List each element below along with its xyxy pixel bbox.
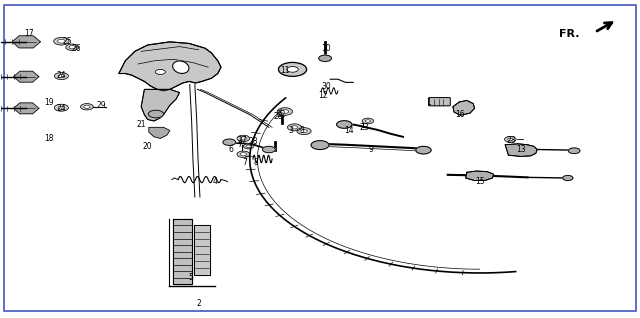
- Text: 16: 16: [456, 110, 465, 119]
- Circle shape: [262, 146, 275, 153]
- Polygon shape: [505, 144, 537, 156]
- Circle shape: [54, 38, 69, 45]
- Text: 28: 28: [274, 112, 284, 121]
- Circle shape: [281, 110, 289, 114]
- Polygon shape: [141, 89, 179, 121]
- Text: 5: 5: [189, 273, 193, 282]
- Circle shape: [301, 129, 307, 133]
- Text: 19: 19: [44, 98, 53, 107]
- Circle shape: [58, 106, 65, 109]
- Circle shape: [246, 145, 251, 148]
- Circle shape: [278, 62, 307, 76]
- Text: 29: 29: [97, 101, 106, 110]
- Text: 25: 25: [63, 37, 72, 46]
- Polygon shape: [466, 171, 493, 181]
- Ellipse shape: [173, 61, 189, 73]
- Circle shape: [69, 46, 76, 49]
- Circle shape: [508, 138, 513, 141]
- Text: 30: 30: [321, 82, 332, 91]
- Text: 24: 24: [56, 71, 66, 80]
- Text: 11: 11: [280, 66, 290, 75]
- Text: 3: 3: [289, 126, 294, 135]
- Circle shape: [58, 39, 65, 43]
- Circle shape: [54, 104, 68, 111]
- Circle shape: [223, 139, 236, 145]
- Circle shape: [240, 137, 246, 140]
- Text: 15: 15: [475, 177, 484, 186]
- Text: 26: 26: [71, 44, 81, 53]
- Text: 14: 14: [344, 126, 353, 135]
- Circle shape: [66, 44, 79, 50]
- Text: 10: 10: [321, 44, 331, 53]
- Circle shape: [81, 104, 93, 110]
- Polygon shape: [173, 219, 192, 284]
- Polygon shape: [12, 36, 40, 48]
- Circle shape: [277, 108, 292, 115]
- Circle shape: [84, 105, 90, 108]
- Circle shape: [240, 153, 246, 156]
- Text: 24: 24: [56, 104, 66, 113]
- Text: 7: 7: [237, 140, 243, 149]
- Text: 2: 2: [196, 299, 201, 308]
- Circle shape: [568, 148, 580, 154]
- Text: 1: 1: [426, 98, 431, 107]
- Polygon shape: [13, 103, 39, 114]
- Circle shape: [311, 141, 329, 149]
- Circle shape: [287, 124, 301, 131]
- Circle shape: [504, 136, 516, 142]
- Circle shape: [148, 110, 164, 118]
- Circle shape: [319, 55, 332, 61]
- Text: FR.: FR.: [559, 29, 580, 39]
- Circle shape: [416, 146, 431, 154]
- Text: 17: 17: [24, 30, 35, 38]
- Text: 4: 4: [212, 177, 217, 186]
- Circle shape: [287, 66, 298, 72]
- Text: 28: 28: [248, 137, 258, 146]
- FancyBboxPatch shape: [429, 98, 451, 106]
- Text: 23: 23: [507, 135, 516, 144]
- Circle shape: [237, 151, 250, 157]
- Circle shape: [365, 120, 371, 122]
- Polygon shape: [453, 100, 474, 115]
- Text: 27: 27: [237, 135, 247, 144]
- Circle shape: [243, 144, 253, 149]
- Polygon shape: [119, 42, 221, 91]
- Circle shape: [337, 121, 352, 128]
- Text: 3: 3: [300, 126, 305, 135]
- Polygon shape: [194, 225, 210, 274]
- Circle shape: [563, 176, 573, 181]
- Text: 12: 12: [319, 91, 328, 100]
- Circle shape: [58, 74, 65, 78]
- Circle shape: [362, 118, 374, 124]
- Circle shape: [54, 73, 68, 80]
- Text: 21: 21: [136, 120, 146, 129]
- Circle shape: [297, 128, 311, 135]
- Text: 13: 13: [516, 145, 526, 154]
- Text: 22: 22: [277, 110, 287, 119]
- Text: 18: 18: [44, 134, 53, 143]
- Text: 7: 7: [242, 158, 247, 167]
- Text: 8: 8: [254, 158, 259, 167]
- Text: 20: 20: [143, 142, 152, 151]
- Polygon shape: [149, 127, 170, 138]
- Circle shape: [156, 69, 166, 74]
- Circle shape: [291, 126, 298, 129]
- Circle shape: [237, 135, 250, 142]
- Text: 9: 9: [369, 145, 374, 154]
- Text: 23: 23: [360, 123, 369, 132]
- Polygon shape: [13, 71, 39, 82]
- Text: 6: 6: [228, 145, 233, 154]
